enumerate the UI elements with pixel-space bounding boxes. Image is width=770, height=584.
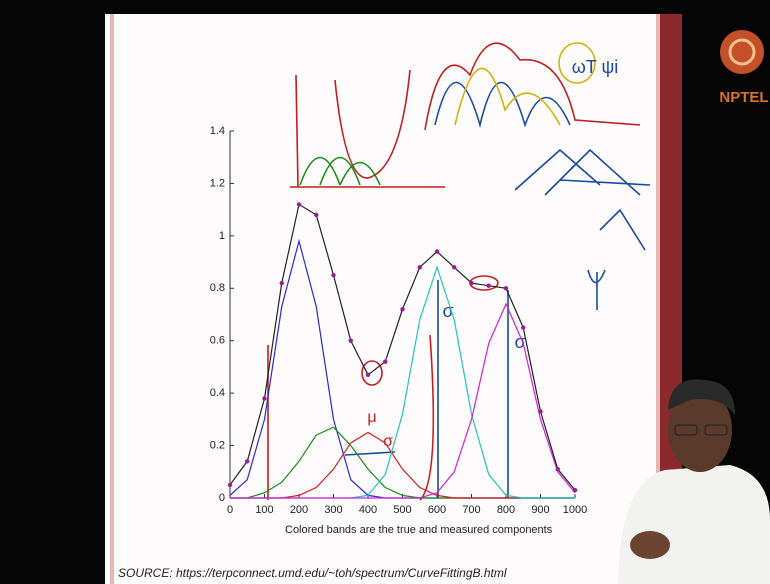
data-point xyxy=(538,409,542,413)
x-tick-label: 600 xyxy=(428,504,446,516)
data-point xyxy=(487,283,491,287)
logo-mark xyxy=(720,30,764,74)
x-tick-label: 1000 xyxy=(563,504,587,516)
y-tick-label: 1.2 xyxy=(210,177,225,189)
data-point xyxy=(331,273,335,277)
data-point xyxy=(418,265,422,269)
data-point xyxy=(383,359,387,363)
annotation: μ xyxy=(367,409,376,426)
slide-border xyxy=(110,14,114,584)
x-tick-label: 800 xyxy=(497,504,515,516)
data-point xyxy=(297,202,301,206)
source: SOURCE: https://terpconnect.umd.edu/~toh… xyxy=(118,566,507,580)
y-tick-label: 1.4 xyxy=(210,125,225,137)
data-point xyxy=(435,249,439,253)
data-point xyxy=(366,373,370,377)
y-tick-label: 0.8 xyxy=(210,282,225,294)
x-tick-label: 400 xyxy=(359,504,377,516)
data-point xyxy=(262,396,266,400)
y-tick-label: 1 xyxy=(219,230,225,242)
screen: NPTEL μ σ σ σ ωT ψi Colored bands are th… xyxy=(0,0,770,584)
x-axis-label: Colored bands are the true and measured … xyxy=(285,524,553,536)
y-tick-label: 0.2 xyxy=(210,439,225,451)
data-point xyxy=(469,281,473,285)
x-tick-label: 100 xyxy=(255,504,273,516)
x-tick-label: 0 xyxy=(227,504,233,516)
data-point xyxy=(349,339,353,343)
data-point xyxy=(504,286,508,290)
annotation: ωT ψi xyxy=(572,57,619,77)
y-tick-label: 0.6 xyxy=(210,335,225,347)
data-point xyxy=(280,281,284,285)
x-tick-label: 300 xyxy=(324,504,342,516)
presenter-hand xyxy=(630,531,670,559)
y-tick-label: 0.4 xyxy=(210,387,225,399)
x-tick-label: 200 xyxy=(290,504,308,516)
data-point xyxy=(556,467,560,471)
logo-text: NPTEL xyxy=(719,89,768,106)
data-point xyxy=(314,213,318,217)
data-point xyxy=(521,325,525,329)
x-tick-label: 900 xyxy=(531,504,549,516)
x-tick-label: 500 xyxy=(393,504,411,516)
data-point xyxy=(245,459,249,463)
x-tick-label: 700 xyxy=(462,504,480,516)
y-tick-label: 0 xyxy=(219,492,225,504)
data-point xyxy=(400,307,404,311)
data-point xyxy=(452,265,456,269)
data-point xyxy=(228,483,232,487)
data-point xyxy=(573,488,577,492)
